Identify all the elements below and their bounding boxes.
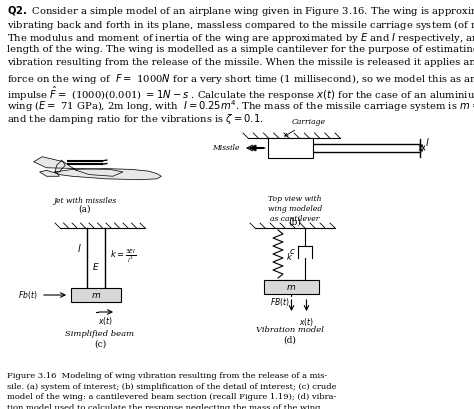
Text: $x(t)$: $x(t)$ — [99, 315, 113, 327]
Text: $x(t)$: $x(t)$ — [299, 316, 314, 328]
Text: force on the wing of  $F =$ 1000$N$ for a very short time (1 millisecond), so we: force on the wing of $F =$ 1000$N$ for a… — [7, 72, 474, 85]
Text: Carriage: Carriage — [285, 118, 326, 136]
Polygon shape — [34, 157, 123, 176]
Text: $l$: $l$ — [77, 242, 82, 254]
Text: (c): (c) — [94, 340, 106, 349]
Bar — [268, 138, 313, 158]
Bar — [264, 280, 319, 294]
Text: $k = \frac{3EI}{l^3}$: $k = \frac{3EI}{l^3}$ — [110, 247, 137, 265]
Text: vibrating back and forth in its plane, massless compared to the missile carriage: vibrating back and forth in its plane, m… — [7, 18, 474, 31]
Text: $k$: $k$ — [286, 250, 293, 261]
Text: Figure 3.16  Modeling of wing vibration resulting from the release of a mis-
sil: Figure 3.16 Modeling of wing vibration r… — [7, 372, 337, 409]
Text: The modulus and moment of inertia of the wing are approximated by $E$ and $I$ re: The modulus and moment of inertia of the… — [7, 31, 474, 45]
Text: Simplified beam: Simplified beam — [65, 330, 135, 338]
Polygon shape — [40, 170, 59, 176]
Text: Jet with missiles: Jet with missiles — [54, 197, 117, 205]
Text: $m$: $m$ — [91, 290, 101, 299]
Text: (d): (d) — [283, 336, 296, 345]
Text: (b): (b) — [289, 218, 301, 227]
Polygon shape — [55, 160, 65, 172]
Text: $l$: $l$ — [425, 136, 429, 148]
Text: Missile: Missile — [212, 144, 240, 152]
Text: wing ($E =$ 71 GPa), 2m long, with  $I = 0.25m^4$. The mass of the missile carri: wing ($E =$ 71 GPa), 2m long, with $I = … — [7, 99, 474, 114]
Text: $c$: $c$ — [289, 247, 295, 256]
Text: $m$: $m$ — [286, 283, 297, 292]
Text: (a): (a) — [79, 205, 91, 214]
Text: Vibration model: Vibration model — [256, 326, 324, 334]
Text: $\mathbf{Q2.}$ Consider a simple model of an airplane wing given in Figure 3.16.: $\mathbf{Q2.}$ Consider a simple model o… — [7, 4, 474, 18]
Text: Top view with
wing modeled
as cantilever: Top view with wing modeled as cantilever — [268, 195, 322, 222]
Text: length of the wing. The wing is modelled as a simple cantilever for the purpose : length of the wing. The wing is modelled… — [7, 45, 474, 54]
Text: vibration resulting from the release of the missile. When the missile is release: vibration resulting from the release of … — [7, 58, 474, 67]
Text: $Fb(t)$: $Fb(t)$ — [18, 289, 38, 301]
Text: impulse $\hat{F} =$ (1000)(0.001) $= 1N - s$ . Calculate the response $x(t)$ for: impulse $\hat{F} =$ (1000)(0.001) $= 1N … — [7, 85, 474, 103]
Polygon shape — [55, 169, 161, 180]
Text: $FB(t)$: $FB(t)$ — [270, 296, 290, 308]
Bar — [71, 288, 121, 302]
Text: $E$: $E$ — [92, 261, 100, 272]
Text: and the damping ratio for the vibrations is $\zeta = 0.1$.: and the damping ratio for the vibrations… — [7, 112, 264, 126]
